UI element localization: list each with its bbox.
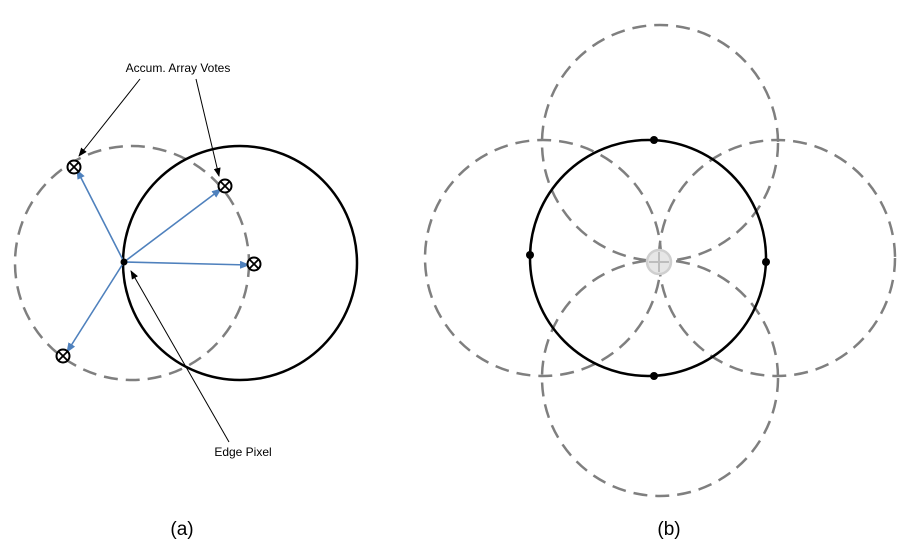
candidate-circle-dashed [13,144,251,382]
edge-pixel-label: Edge Pixel [214,445,271,459]
panel-b: (b) [423,23,897,540]
vote-arrow [66,261,125,353]
vote-marker-icon [66,159,82,175]
votes-label: Accum. Array Votes [126,61,231,75]
center-peak-icon [645,248,673,276]
votes-callout-line [195,78,221,177]
vote-marker-icon [55,348,71,364]
caption-b: (b) [657,519,680,540]
edge-pixel-dot [650,136,658,144]
vote-marker-icon [217,178,233,194]
edge-pixel-dot [650,372,658,380]
candidate-circle-dashed [540,23,780,263]
edge-pixel-dot [120,258,128,266]
edge-pixel-dot [526,251,534,259]
panel-a: Accum. Array Votes Edge Pixel (a) [13,61,359,540]
edge-pixel-dot [762,258,770,266]
votes-callout-line [78,78,141,157]
candidate-circle-dashed [540,258,780,498]
vote-arrow [123,188,222,263]
vote-marker-icon [246,256,262,272]
candidate-circle-dashed [423,138,663,378]
vote-arrow [123,260,250,269]
edge-callout-line [130,270,230,443]
vote-arrow [76,169,125,263]
caption-a: (a) [170,519,193,540]
candidate-circle-dashed [657,138,897,378]
